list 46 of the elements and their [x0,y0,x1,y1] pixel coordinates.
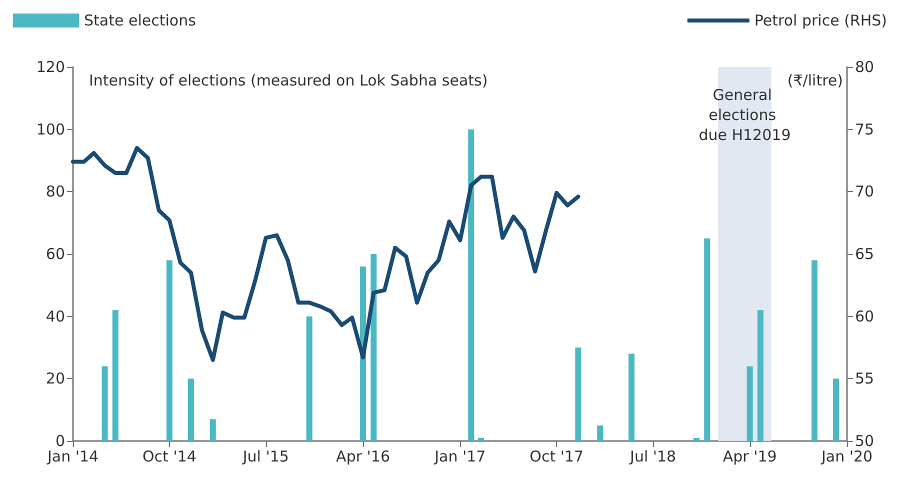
bar [468,129,474,441]
y2-tick-label: 55 [855,370,874,388]
y2-tick-label: 70 [855,182,874,201]
x-tick-label: Apr '19 [722,448,777,466]
legend-label: Petrol price (RHS) [754,12,888,30]
x-tick-label: Jan '17 [434,448,486,466]
bar [757,310,764,441]
bar [812,260,818,441]
y2-tick-label: 80 [855,58,874,76]
y-tick-label: 60 [46,245,65,263]
bar [360,266,366,441]
y-tick-label: 80 [46,182,65,201]
y-tick-label: 120 [36,58,65,76]
y2-tick-label: 65 [855,245,874,263]
bar [833,378,840,441]
y-axis-title: Intensity of elections (measured on Lok Sabha seats) [89,72,488,90]
bar [306,316,312,441]
bar [102,366,108,441]
x-tick-label: Jul '18 [629,448,676,466]
bar [597,425,604,441]
x-tick-label: Apr '16 [336,448,390,466]
y2-tick-label: 50 [855,432,874,450]
bar [112,310,118,441]
bar [478,438,484,441]
x-tick-label: Jan '20 [820,448,873,466]
x-tick-label: Oct '14 [142,448,196,466]
bar [575,348,582,441]
legend-label: State elections [84,12,196,30]
y2-tick-label: 60 [855,307,874,326]
y-tick-label: 0 [55,432,65,450]
bar [704,238,710,441]
x-tick-label: Jul '15 [242,448,289,466]
y-tick-label: 20 [46,370,65,388]
y2-tick-label: 75 [855,120,874,138]
bar [370,254,377,441]
bar [166,260,172,441]
line-series [71,146,580,362]
bar [188,378,194,441]
bar [746,366,753,441]
bar [694,438,700,441]
y-tick-label: 100 [36,120,65,138]
x-tick-label: Jan '14 [46,448,99,466]
bar [210,419,216,441]
x-tick-label: Oct '17 [530,448,584,466]
y-tick-label: 40 [46,307,65,326]
bar [628,354,635,441]
